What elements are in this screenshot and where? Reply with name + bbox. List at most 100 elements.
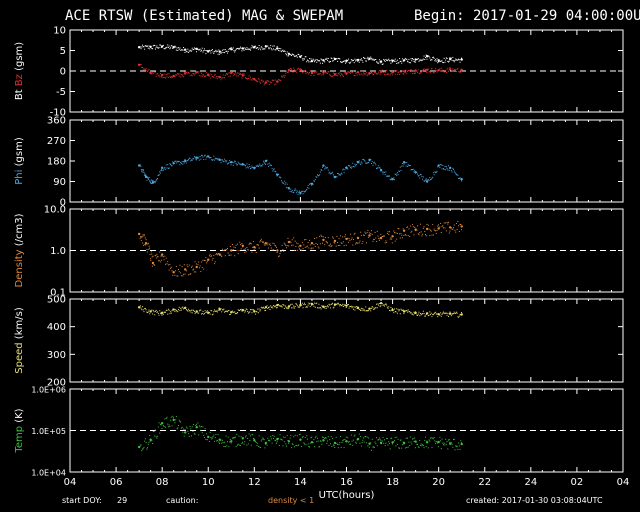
data-dot-phi [412,169,414,171]
data-dot-phi [270,164,272,166]
data-dot-bz [183,71,185,73]
y-tick-label-mag: -10 [50,108,66,119]
data-dot-phi [279,176,281,178]
data-dot-speed [449,311,451,313]
data-dot-density [193,268,195,270]
data-dot-phi [286,183,288,185]
data-dot-speed [453,311,455,313]
data-dot-temp [265,443,267,445]
data-dot-bt [201,47,203,49]
data-dot-bz [286,70,288,72]
data-dot-speed [339,305,341,307]
data-dot-density [200,270,202,272]
data-dot-bt [204,50,206,52]
data-dot-bt [341,62,343,64]
data-point-phi [172,162,175,165]
data-dot-density [313,244,315,246]
data-point-phi [276,173,279,176]
data-dot-bt [449,57,451,59]
data-dot-density [320,234,322,236]
data-dot-bt [276,45,278,47]
data-dot-speed [327,306,329,308]
data-dot-bz [193,73,195,75]
data-dot-temp [282,445,284,447]
data-dot-speed [332,302,334,304]
data-dot-speed [163,311,165,313]
data-dot-bz [250,76,252,78]
data-dot-bz [365,71,367,73]
data-dot-bt [165,47,167,49]
data-dot-phi [296,192,298,194]
data-dot-temp [291,447,293,449]
data-dot-temp [315,435,317,437]
data-dot-bt [244,47,246,49]
data-dot-phi [423,180,425,182]
data-dot-density [408,228,410,230]
data-dot-phi [360,161,362,163]
data-dot-bt [363,56,365,58]
data-dot-density [358,242,360,244]
data-dot-density [247,249,249,251]
data-dot-temp [243,443,245,445]
data-dot-phi [215,158,217,160]
data-dot-phi [342,168,344,170]
data-point-temp [184,431,187,434]
data-dot-density [436,229,438,231]
data-dot-bt [234,51,236,53]
data-dot-bt [359,59,361,61]
data-dot-temp [343,447,345,449]
data-dot-phi [281,181,283,183]
data-dot-temp [179,421,181,423]
data-dot-bt [343,60,345,62]
data-dot-bt [176,47,178,49]
data-dot-bz [241,77,243,79]
data-dot-bz [338,73,340,75]
data-dot-speed [208,311,210,313]
data-dot-bt [360,59,362,61]
data-dot-speed [270,305,272,307]
data-dot-temp [217,434,219,436]
data-dot-density [416,229,418,231]
data-dot-bz [327,72,329,74]
data-point-bz [218,75,221,79]
data-dot-bt [394,58,396,60]
panel-frame-speed [69,298,624,383]
data-dot-speed [216,311,218,313]
data-dot-bz [188,71,190,73]
data-dot-temp [327,436,329,438]
data-dot-bt [306,59,308,61]
y-tick-label-phi: 360 [47,116,66,127]
data-dot-temp [183,428,185,430]
data-dot-temp [398,447,400,449]
data-dot-phi [360,164,362,166]
data-dot-bt [157,47,159,49]
data-point-speed [379,301,383,305]
data-dot-temp [290,435,292,437]
data-dot-temp [327,440,329,442]
data-dot-phi [140,169,142,171]
data-dot-speed [386,306,388,308]
data-dot-phi [182,163,184,165]
data-dot-density [409,225,411,227]
data-dot-bz [382,71,384,73]
data-dot-phi [274,170,276,172]
data-dot-temp [417,446,419,448]
data-dot-phi [422,176,424,178]
data-dot-temp [409,436,411,438]
data-dot-density [398,228,400,230]
data-dot-bz [448,70,450,72]
data-dot-density [237,253,239,255]
data-dot-bt [322,62,324,64]
data-dot-density [412,226,414,228]
data-dot-temp [376,445,378,447]
data-dot-density [232,244,234,246]
data-dot-temp [195,424,197,426]
data-point-bz [460,68,463,71]
data-dot-density [458,231,460,233]
data-point-temp [460,442,463,446]
data-dot-phi [188,159,190,161]
data-dot-phi [336,176,338,178]
data-dot-temp [321,443,323,445]
data-dot-phi [378,165,380,167]
data-dot-temp [447,448,449,450]
